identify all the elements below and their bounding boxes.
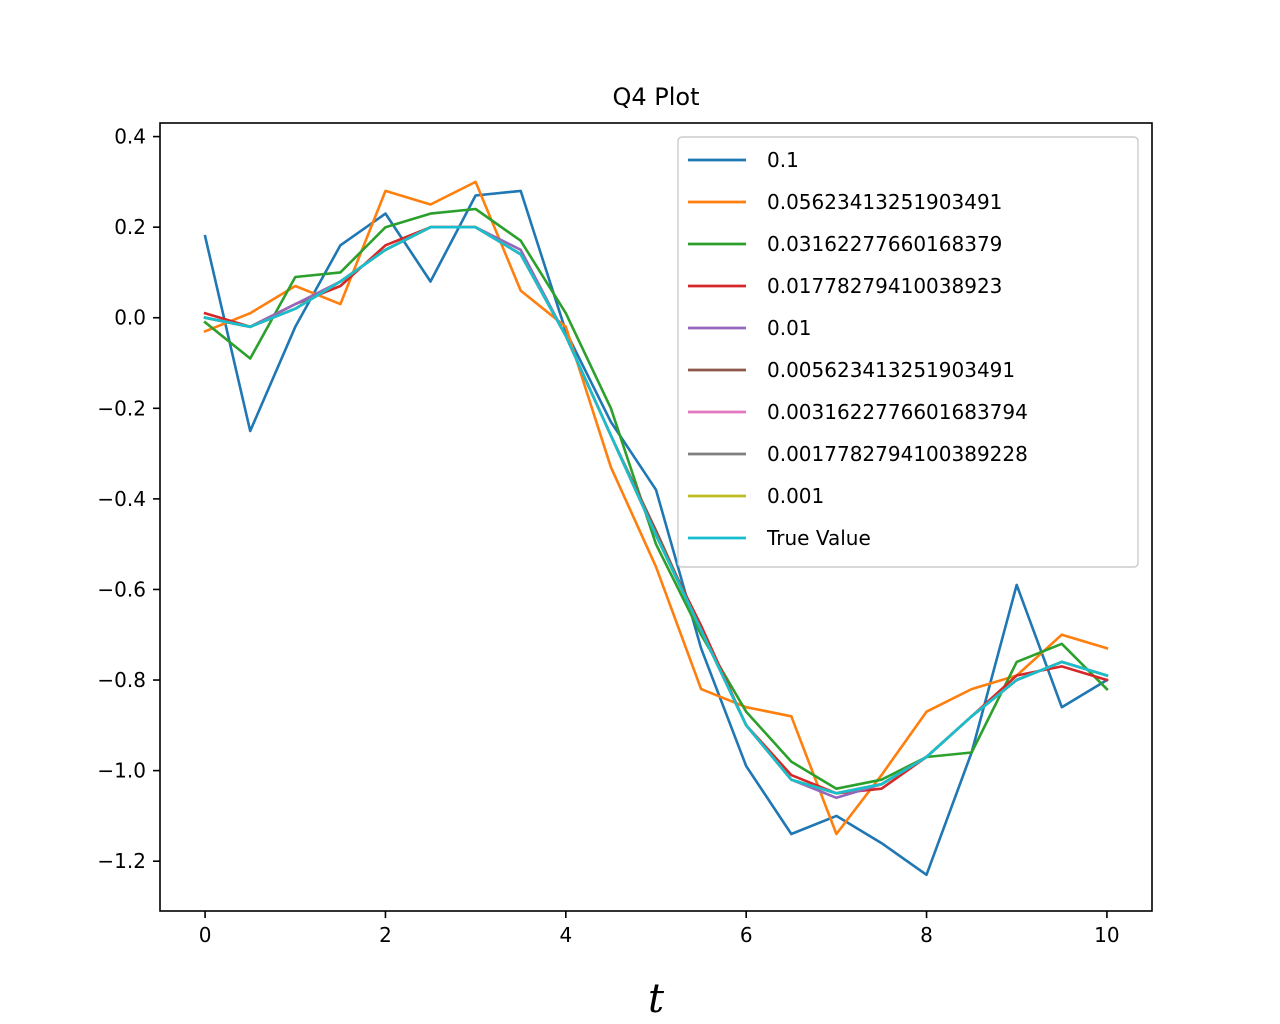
- y-tick-label: 0.4: [114, 125, 146, 149]
- y-tick-label: 0.2: [114, 215, 146, 239]
- legend-label-5: 0.005623413251903491: [767, 358, 1015, 382]
- x-tick-label: 0: [199, 923, 212, 947]
- legend-label-3: 0.01778279410038923: [767, 274, 1002, 298]
- y-tick-label: 0.0: [114, 306, 146, 330]
- x-tick-label: 6: [740, 923, 753, 947]
- legend-label-9: True Value: [766, 526, 871, 550]
- x-tick-label: 2: [379, 923, 392, 947]
- y-tick-label: −0.2: [97, 396, 146, 420]
- legend-label-0: 0.1: [767, 148, 799, 172]
- axis-ticks: 0 2 4 6 8 10 0.4 0.2 0.0 −0.2 −0.4 −0.6 −0.8 −1.0 −1.2: [97, 125, 1119, 947]
- plot-frame: [159, 122, 1153, 912]
- y-tick-label: −0.4: [97, 487, 146, 511]
- legend-label-2: 0.03162277660168379: [767, 232, 1002, 256]
- x-axis-label: t: [648, 976, 665, 1022]
- y-tick-label: −0.8: [97, 668, 146, 692]
- x-tick-label: 8: [920, 923, 933, 947]
- series-lines: [203, 180, 1109, 877]
- chart-title: Q4 Plot: [612, 83, 699, 111]
- y-tick-label: −0.6: [97, 577, 146, 601]
- legend-label-8: 0.001: [767, 484, 824, 508]
- legend-label-7: 0.0017782794100389228: [767, 442, 1028, 466]
- x-tick-label: 10: [1094, 923, 1119, 947]
- series-line-0: [203, 189, 1109, 877]
- legend-label-1: 0.05623413251903491: [767, 190, 1002, 214]
- legend-label-4: 0.01: [767, 316, 812, 340]
- series-line-9: [203, 225, 1109, 795]
- x-tick-label: 4: [559, 923, 572, 947]
- y-tick-label: −1.0: [97, 759, 146, 783]
- series-line-2: [203, 207, 1109, 791]
- y-tick-label: −1.2: [97, 849, 146, 873]
- series-line-1: [203, 180, 1109, 836]
- legend-box: [677, 136, 1139, 568]
- legend-label-6: 0.0031622776601683794: [767, 400, 1028, 424]
- legend: 0.1 0.05623413251903491 0.0316227766016837…: [677, 136, 1139, 568]
